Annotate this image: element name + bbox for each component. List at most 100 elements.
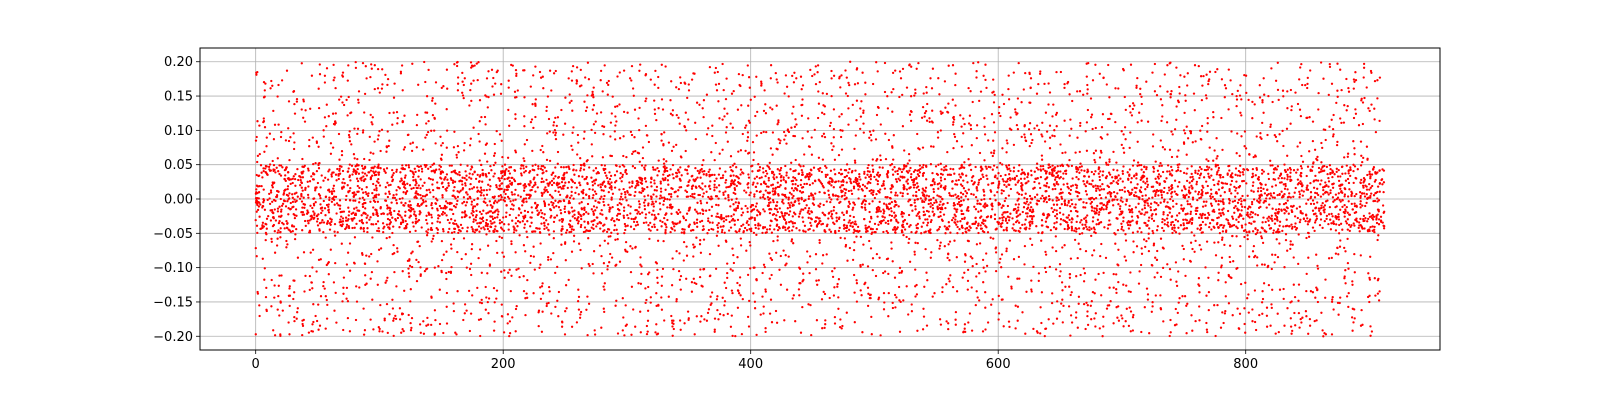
data-point <box>1328 125 1331 128</box>
data-point <box>550 89 553 92</box>
data-point <box>1066 163 1069 167</box>
data-point <box>677 269 681 273</box>
data-point <box>891 306 895 310</box>
data-point <box>478 99 482 102</box>
data-point <box>671 109 675 112</box>
data-point <box>669 168 672 171</box>
data-point <box>814 82 818 86</box>
data-point <box>1093 292 1096 295</box>
data-point <box>738 276 742 279</box>
data-point <box>1197 169 1200 172</box>
data-point <box>1278 174 1282 178</box>
data-point <box>1223 96 1226 99</box>
data-point <box>344 216 348 219</box>
data-point <box>263 267 266 270</box>
data-point <box>1070 221 1073 224</box>
data-point <box>545 188 548 192</box>
data-point <box>585 308 588 311</box>
data-point <box>785 142 788 145</box>
data-point <box>983 117 986 120</box>
data-point <box>1343 275 1346 278</box>
data-point <box>824 175 828 179</box>
data-point <box>892 158 895 161</box>
data-point <box>1105 161 1108 164</box>
data-point <box>493 172 496 175</box>
data-point <box>1371 184 1374 188</box>
data-point <box>457 151 460 154</box>
data-point <box>545 109 548 113</box>
data-point <box>1248 255 1251 258</box>
data-point <box>1215 173 1219 176</box>
data-point <box>819 202 822 205</box>
data-point <box>639 331 642 334</box>
data-point <box>427 68 430 72</box>
data-point <box>1361 323 1364 326</box>
data-point <box>786 128 790 131</box>
data-point <box>269 189 273 192</box>
data-point <box>723 107 726 110</box>
data-point <box>794 118 797 121</box>
data-point <box>486 225 489 228</box>
data-point <box>1250 189 1253 192</box>
data-point <box>654 69 657 73</box>
data-point <box>1224 295 1227 298</box>
data-point <box>1077 302 1080 305</box>
data-point <box>532 245 535 248</box>
data-point <box>942 186 945 189</box>
data-point <box>1086 314 1089 318</box>
data-point <box>365 174 368 177</box>
data-point <box>1108 160 1111 163</box>
data-point <box>991 154 994 158</box>
data-point <box>946 256 949 260</box>
data-point <box>340 215 343 218</box>
data-point <box>311 323 314 326</box>
data-point <box>1258 313 1261 317</box>
data-point <box>1069 334 1072 337</box>
data-point <box>421 184 424 187</box>
data-point <box>749 267 752 270</box>
data-point <box>1299 114 1303 118</box>
data-point <box>1235 235 1238 238</box>
data-point <box>852 248 856 252</box>
data-point <box>755 279 758 282</box>
data-point <box>1016 305 1020 308</box>
data-point <box>1115 161 1118 164</box>
data-point <box>579 68 582 72</box>
data-point <box>644 301 647 305</box>
data-point <box>679 288 682 291</box>
data-point <box>632 308 635 311</box>
data-point <box>1162 200 1166 203</box>
data-point <box>547 203 551 206</box>
data-point <box>484 308 487 311</box>
data-point <box>1358 221 1361 224</box>
data-point <box>418 213 421 216</box>
data-point <box>508 124 511 127</box>
data-point <box>1322 77 1325 80</box>
data-point <box>629 130 633 134</box>
data-point <box>943 177 947 181</box>
data-point <box>762 312 765 315</box>
data-point <box>1175 323 1178 326</box>
data-point <box>1222 226 1225 229</box>
data-point <box>342 177 345 181</box>
data-point <box>368 255 371 258</box>
data-point <box>513 169 516 172</box>
data-point <box>879 154 882 157</box>
data-point <box>605 81 609 85</box>
data-point <box>662 158 665 161</box>
data-point <box>333 120 337 124</box>
data-point <box>776 228 780 232</box>
data-point <box>1193 250 1196 253</box>
data-point <box>993 149 996 152</box>
data-point <box>1206 217 1209 220</box>
data-point <box>379 167 382 170</box>
data-point <box>709 274 712 277</box>
data-point <box>830 215 833 218</box>
data-point <box>590 220 593 223</box>
data-point <box>273 230 276 233</box>
data-point <box>1328 65 1332 69</box>
data-point <box>279 236 282 239</box>
data-point <box>598 244 602 247</box>
data-point <box>548 69 552 72</box>
data-point <box>265 145 268 148</box>
